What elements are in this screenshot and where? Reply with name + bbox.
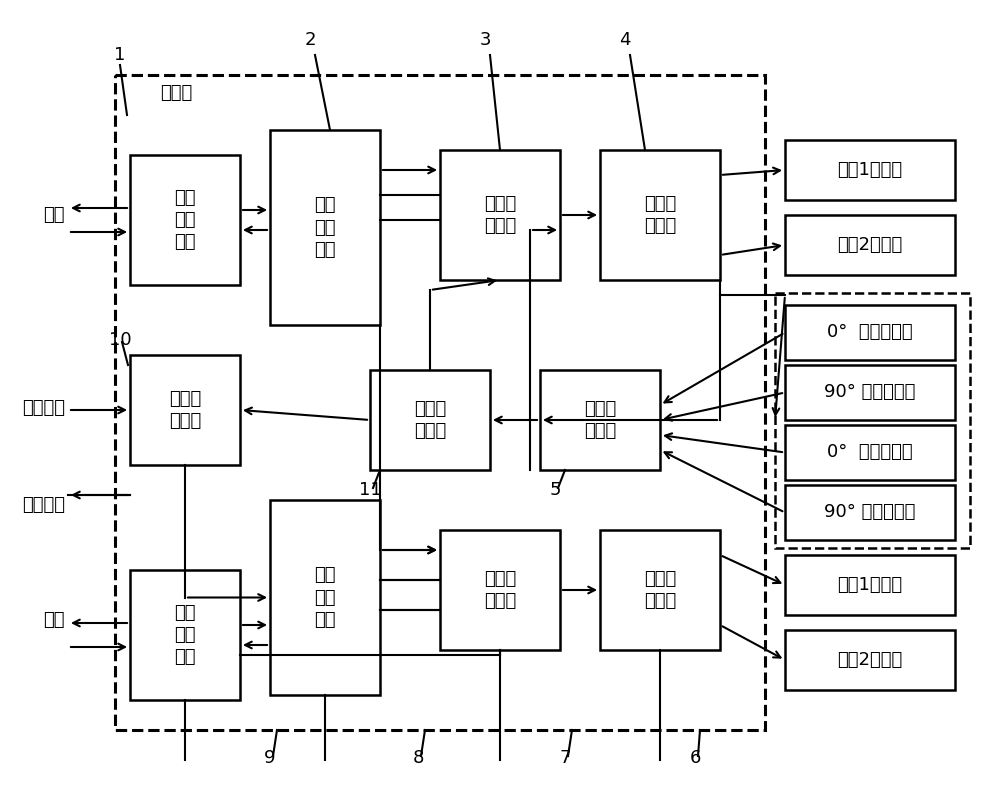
Text: 1: 1 xyxy=(114,46,126,64)
Text: 5: 5 xyxy=(549,481,561,499)
Bar xyxy=(785,555,955,615)
Text: 主份驱
动模块: 主份驱 动模块 xyxy=(644,195,676,235)
Bar xyxy=(785,425,955,480)
Text: 主份
通信
模块: 主份 通信 模块 xyxy=(174,188,196,251)
Text: 11: 11 xyxy=(359,481,381,499)
Bar xyxy=(600,150,720,280)
Text: 9: 9 xyxy=(264,749,276,767)
Text: 主份控
制模块: 主份控 制模块 xyxy=(484,195,516,235)
Bar xyxy=(785,215,955,275)
Bar xyxy=(130,355,240,465)
Text: 电机1主绕组: 电机1主绕组 xyxy=(837,161,903,179)
Bar xyxy=(775,293,970,548)
Text: 电机2备绕组: 电机2备绕组 xyxy=(837,651,903,669)
Bar xyxy=(785,305,955,360)
Bar xyxy=(785,630,955,690)
Bar xyxy=(115,75,765,730)
Text: 0°  主零位信号: 0° 主零位信号 xyxy=(827,323,913,342)
Text: 指令输入: 指令输入 xyxy=(22,399,65,417)
Bar xyxy=(130,155,240,285)
Bar xyxy=(785,485,955,540)
Text: 90° 备零位信号: 90° 备零位信号 xyxy=(824,504,916,521)
Bar xyxy=(270,130,380,325)
Text: 信号采
集模块: 信号采 集模块 xyxy=(584,400,616,440)
Text: 驱动器: 驱动器 xyxy=(160,84,192,102)
Bar xyxy=(540,370,660,470)
Text: 10: 10 xyxy=(109,331,131,349)
Bar xyxy=(785,365,955,420)
Text: 8: 8 xyxy=(412,749,424,767)
Text: 主份
电源
模块: 主份 电源 模块 xyxy=(314,196,336,259)
Bar xyxy=(270,500,380,695)
Text: 通信: 通信 xyxy=(44,206,65,224)
Text: 备份
通信
模块: 备份 通信 模块 xyxy=(174,604,196,666)
Text: 2: 2 xyxy=(304,31,316,49)
Text: 电机1备绕组: 电机1备绕组 xyxy=(837,576,903,594)
Text: 备份
电源
模块: 备份 电源 模块 xyxy=(314,566,336,629)
Text: 90° 主零位信号: 90° 主零位信号 xyxy=(824,383,916,402)
Text: 电机2主绕组: 电机2主绕组 xyxy=(837,236,903,254)
Bar xyxy=(440,530,560,650)
Bar xyxy=(600,530,720,650)
Text: 通信: 通信 xyxy=(44,611,65,629)
Bar xyxy=(370,370,490,470)
Text: 备份驱
动模块: 备份驱 动模块 xyxy=(644,570,676,610)
Bar xyxy=(785,140,955,200)
Text: 遥测输出: 遥测输出 xyxy=(22,496,65,514)
Text: 指令切
换模块: 指令切 换模块 xyxy=(169,390,201,430)
Text: 3: 3 xyxy=(479,31,491,49)
Text: 4: 4 xyxy=(619,31,631,49)
Text: 7: 7 xyxy=(559,749,571,767)
Bar xyxy=(440,150,560,280)
Text: 0°  备零位信号: 0° 备零位信号 xyxy=(827,444,913,461)
Bar xyxy=(130,570,240,700)
Text: 6: 6 xyxy=(689,749,701,767)
Text: 备份控
制模块: 备份控 制模块 xyxy=(484,570,516,610)
Text: 遥测输
出模块: 遥测输 出模块 xyxy=(414,400,446,440)
